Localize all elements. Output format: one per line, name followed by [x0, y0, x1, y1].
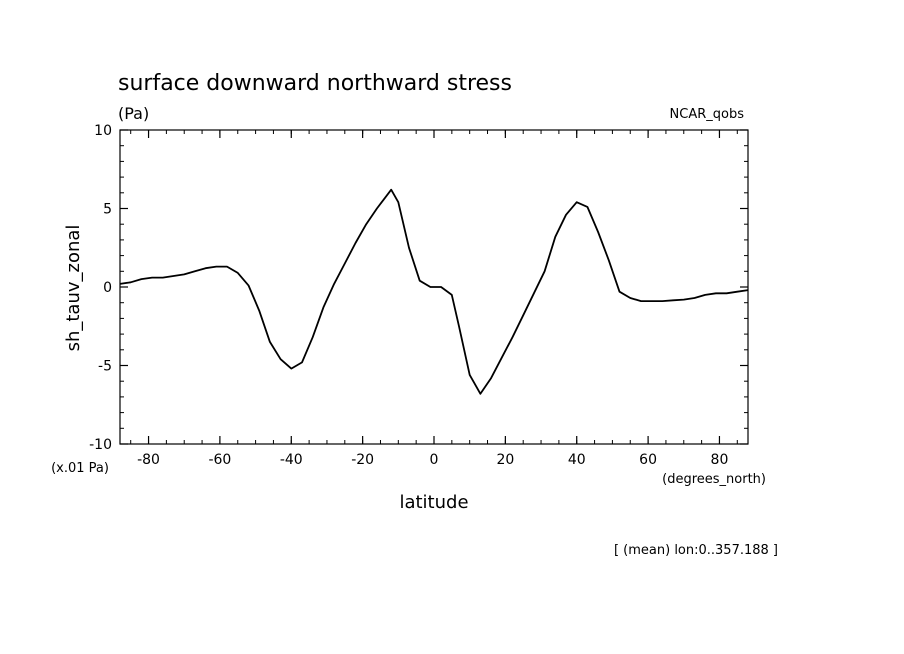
data-point — [597, 231, 599, 233]
data-point — [451, 294, 453, 296]
data-point — [365, 223, 367, 225]
series-points — [119, 189, 749, 395]
data-point — [501, 357, 503, 359]
x-axis-label: latitude — [399, 492, 468, 513]
data-point — [704, 294, 706, 296]
y-tick-label: 0 — [103, 280, 112, 296]
data-point — [322, 306, 324, 308]
data-point — [344, 262, 346, 264]
x-tick-label: 60 — [639, 452, 657, 468]
data-point — [376, 208, 378, 210]
data-point — [390, 189, 392, 191]
y-scale-note: (x.01 Pa) — [51, 461, 109, 476]
x-tick-label: -40 — [280, 452, 303, 468]
data-point — [726, 292, 728, 294]
data-point — [661, 300, 663, 302]
data-point — [576, 201, 578, 203]
data-point — [130, 281, 132, 283]
data-point — [747, 289, 749, 291]
data-point — [458, 325, 460, 327]
data-point — [333, 283, 335, 285]
chart-title: surface downward northward stress — [118, 71, 512, 96]
data-point — [355, 242, 357, 244]
data-point — [269, 341, 271, 343]
y-tick-label: 10 — [94, 123, 112, 139]
data-point — [608, 259, 610, 261]
data-point — [237, 272, 239, 274]
data-point — [215, 266, 217, 268]
x-tick-label: -60 — [208, 452, 231, 468]
x-tick-label: 40 — [568, 452, 586, 468]
x-tick-label: 20 — [496, 452, 514, 468]
y-tick-label: 5 — [103, 202, 112, 218]
series-line — [119, 188, 749, 395]
data-point — [544, 270, 546, 272]
data-point — [440, 286, 442, 288]
data-point — [683, 299, 685, 301]
footnote: [ (mean) lon:0..357.188 ] — [614, 543, 778, 558]
data-point — [429, 286, 431, 288]
dataset-label: NCAR_qobs — [670, 107, 745, 122]
data-point — [205, 267, 207, 269]
data-point — [619, 291, 621, 293]
data-point — [490, 377, 492, 379]
data-point — [301, 361, 303, 363]
x-tick-label: -20 — [351, 452, 374, 468]
data-point — [280, 358, 282, 360]
data-point — [119, 283, 121, 285]
data-point — [640, 300, 642, 302]
x-units-label: (degrees_north) — [662, 472, 766, 487]
data-point — [533, 292, 535, 294]
data-point — [651, 300, 653, 302]
data-point — [226, 266, 228, 268]
data-point — [629, 297, 631, 299]
data-point — [397, 201, 399, 203]
x-axis-ticks: -80 -60 -40 -20 0 20 40 60 80 — [137, 130, 728, 468]
data-point — [565, 214, 567, 216]
y-tick-label: -5 — [98, 359, 112, 375]
data-point — [522, 314, 524, 316]
y-axis-ticks: -10 -5 0 5 10 — [89, 123, 748, 453]
data-point — [258, 310, 260, 312]
x-tick-label: 80 — [711, 452, 729, 468]
y-axis-label: sh_tauv_zonal — [63, 225, 84, 352]
data-point — [554, 236, 556, 238]
data-point — [312, 336, 314, 338]
data-point — [715, 292, 717, 294]
data-point — [194, 270, 196, 272]
data-point — [151, 277, 153, 279]
x-tick-label: 0 — [430, 452, 439, 468]
data-point — [479, 393, 481, 395]
data-point — [183, 273, 185, 275]
data-point — [693, 297, 695, 299]
x-tick-label: -80 — [137, 452, 160, 468]
data-point — [162, 277, 164, 279]
data-point — [247, 284, 249, 286]
data-point — [736, 291, 738, 293]
data-point — [586, 206, 588, 208]
data-point — [419, 280, 421, 282]
data-point — [140, 278, 142, 280]
data-point — [408, 247, 410, 249]
data-point — [672, 299, 674, 301]
data-point — [173, 275, 175, 277]
units-label: (Pa) — [118, 104, 149, 123]
y-tick-label: -10 — [89, 437, 112, 453]
data-point — [469, 374, 471, 376]
data-point — [290, 368, 292, 370]
data-point — [512, 336, 514, 338]
